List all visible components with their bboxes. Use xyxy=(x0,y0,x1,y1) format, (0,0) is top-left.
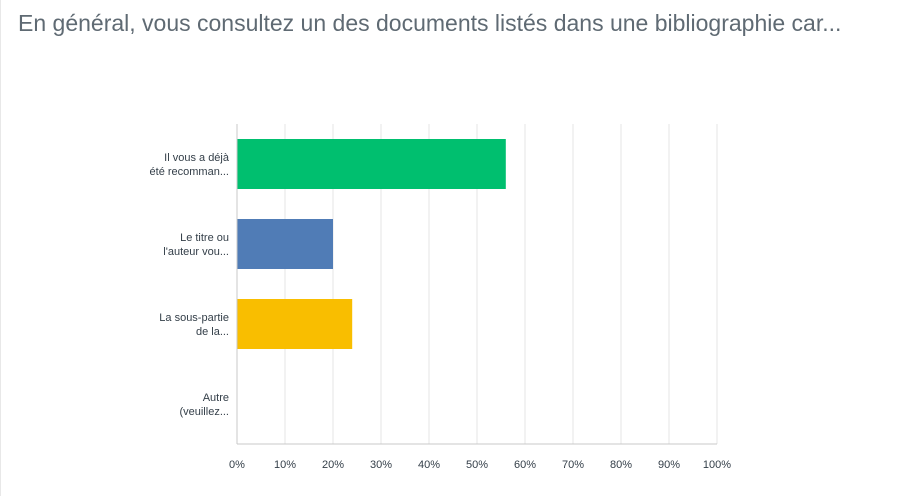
category-label: (veuillez... xyxy=(179,406,229,418)
x-tick-label: 50% xyxy=(466,459,488,471)
bar xyxy=(237,219,333,269)
category-label: Le titre ou xyxy=(180,232,229,244)
category-label: Il vous a déjà xyxy=(164,152,230,164)
question-title: En général, vous consultez un des docume… xyxy=(18,10,842,36)
bar xyxy=(237,299,353,349)
category-label: l'auteur vou... xyxy=(163,246,229,258)
x-tick-label: 100% xyxy=(703,459,731,471)
x-tick-label: 70% xyxy=(562,459,584,471)
category-label: La sous-partie xyxy=(159,312,229,324)
category-label: de la... xyxy=(196,326,229,338)
category-label: été recomman... xyxy=(150,166,229,178)
x-tick-label: 20% xyxy=(322,459,344,471)
bar xyxy=(237,139,506,189)
x-tick-label: 10% xyxy=(274,459,296,471)
x-tick-label: 90% xyxy=(658,459,680,471)
x-tick-label: 30% xyxy=(370,459,392,471)
x-tick-label: 40% xyxy=(418,459,440,471)
x-tick-label: 60% xyxy=(514,459,536,471)
x-tick-label: 0% xyxy=(229,459,245,471)
category-label: Autre xyxy=(203,392,229,404)
x-tick-label: 80% xyxy=(610,459,632,471)
